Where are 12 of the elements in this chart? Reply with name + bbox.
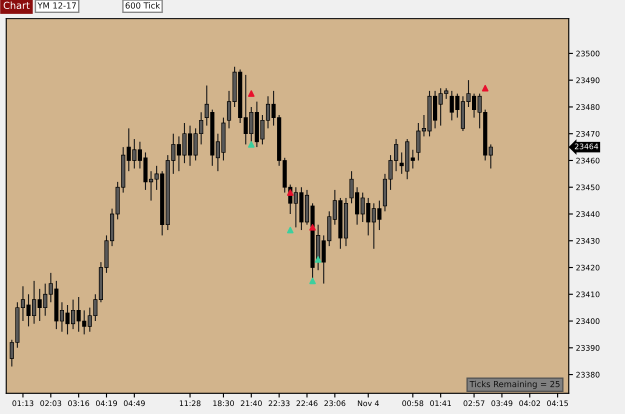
point bbox=[286, 189, 294, 196]
point bbox=[248, 90, 255, 97]
point bbox=[309, 278, 316, 284]
point bbox=[286, 226, 294, 234]
annotation: Ticks Remaining = 25 bbox=[470, 380, 560, 389]
chart-title: Chart bbox=[4, 2, 30, 10]
text: YM 12-17 bbox=[37, 2, 76, 9]
point bbox=[309, 224, 316, 231]
point bbox=[248, 141, 255, 148]
text: 600 Tick bbox=[126, 2, 160, 9]
point bbox=[314, 256, 322, 263]
point bbox=[482, 84, 489, 92]
